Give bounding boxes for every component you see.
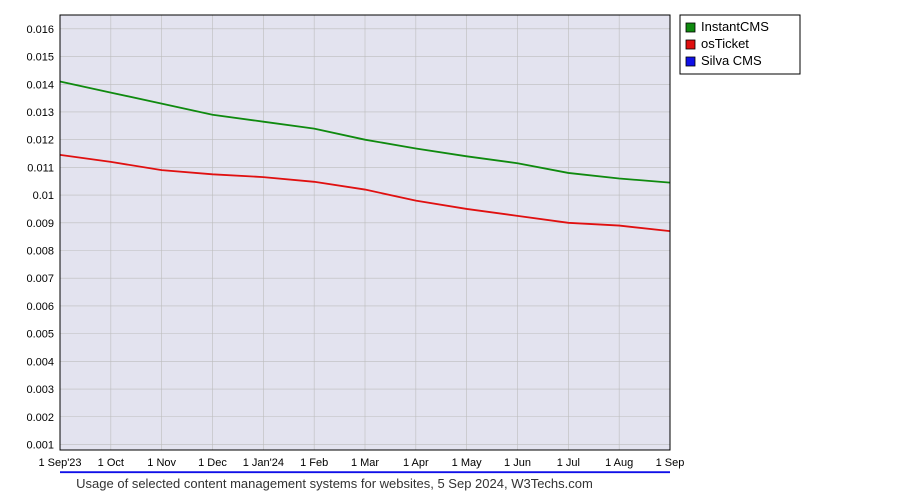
svg-text:0.013: 0.013: [26, 107, 54, 119]
svg-text:0.005: 0.005: [26, 329, 54, 341]
svg-text:1 Nov: 1 Nov: [147, 457, 176, 469]
svg-text:1 Jan'24: 1 Jan'24: [243, 457, 284, 469]
chart-container: 0.001 0.002 0.003 0.004 0.005 0.006 0.007 0.008…: [0, 0, 900, 500]
svg-text:osTicket: osTicket: [701, 36, 749, 51]
svg-text:1 Dec: 1 Dec: [198, 457, 227, 469]
svg-text:0.011: 0.011: [27, 162, 54, 174]
svg-text:0.007: 0.007: [26, 273, 54, 285]
svg-text:0.015: 0.015: [26, 52, 54, 64]
svg-text:0.009: 0.009: [26, 218, 54, 230]
svg-text:0.016: 0.016: [26, 24, 54, 36]
svg-text:0.003: 0.003: [26, 384, 54, 396]
svg-text:1 Sep: 1 Sep: [656, 457, 685, 469]
svg-text:1 Apr: 1 Apr: [403, 457, 429, 469]
svg-text:Usage of selected content mana: Usage of selected content management sys…: [76, 476, 593, 491]
svg-text:0.012: 0.012: [26, 135, 54, 147]
svg-text:1 Aug: 1 Aug: [605, 457, 633, 469]
line-chart: 0.001 0.002 0.003 0.004 0.005 0.006 0.007 0.008…: [0, 0, 900, 500]
svg-text:InstantCMS: InstantCMS: [701, 19, 769, 34]
svg-text:1 Jun: 1 Jun: [504, 457, 531, 469]
svg-text:0.008: 0.008: [26, 246, 54, 258]
svg-text:0.01: 0.01: [33, 190, 54, 202]
svg-text:1 Oct: 1 Oct: [98, 457, 124, 469]
svg-text:1 Sep'23: 1 Sep'23: [38, 457, 81, 469]
svg-text:1 May: 1 May: [452, 457, 482, 469]
svg-text:0.004: 0.004: [26, 356, 54, 368]
svg-text:1 Mar: 1 Mar: [351, 457, 379, 469]
svg-text:Silva CMS: Silva CMS: [701, 53, 762, 68]
svg-text:0.002: 0.002: [26, 412, 54, 424]
svg-text:0.014: 0.014: [26, 79, 54, 91]
svg-text:0.006: 0.006: [26, 301, 54, 313]
svg-text:1 Feb: 1 Feb: [300, 457, 328, 469]
svg-text:0.001: 0.001: [26, 439, 54, 451]
svg-text:1 Jul: 1 Jul: [557, 457, 580, 469]
